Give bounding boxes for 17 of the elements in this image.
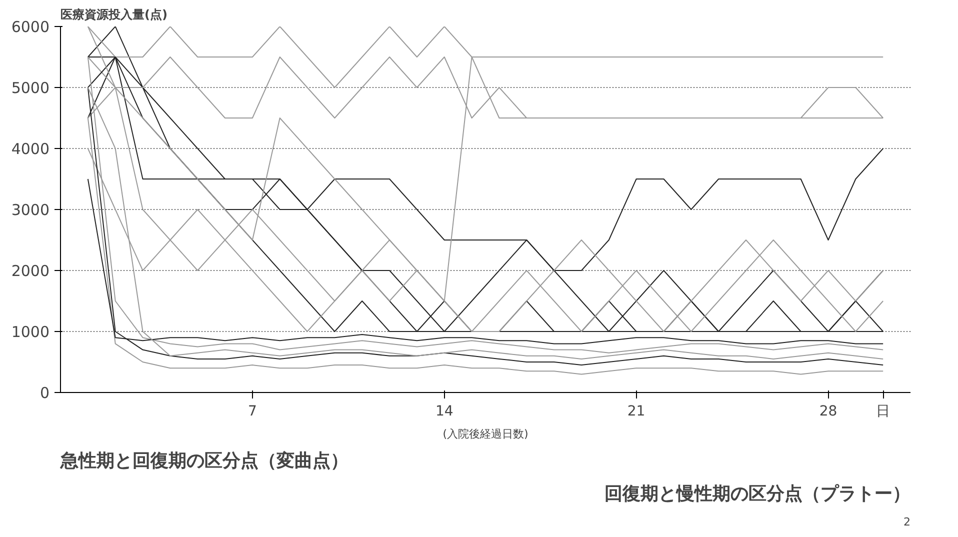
y-tick-label: 2000 <box>11 262 50 280</box>
y-axis-title: 医療資源投入量(点) <box>60 8 168 22</box>
y-tick-label: 6000 <box>11 18 50 36</box>
x-axis-title: (入院後経過日数) <box>442 428 528 440</box>
x-tick-label: 21 <box>627 404 646 420</box>
text: 急性期と回復期の区分点（変曲点） <box>60 450 348 472</box>
y-tick-label: 0 <box>40 384 50 402</box>
y-tick-label: 4000 <box>11 140 50 158</box>
x-tick-label: 28 <box>819 404 838 420</box>
x-tick-label: 14 <box>435 404 454 420</box>
text: 回復期と慢性期の区分点（プラトー） <box>604 484 910 504</box>
y-tick-label: 3000 <box>11 201 50 219</box>
y-tick-label: 1000 <box>11 323 50 341</box>
text: 2 <box>904 516 910 528</box>
x-tick-label: 日 <box>876 404 890 420</box>
y-tick-label: 5000 <box>11 79 50 97</box>
x-tick-label: 7 <box>248 404 257 420</box>
